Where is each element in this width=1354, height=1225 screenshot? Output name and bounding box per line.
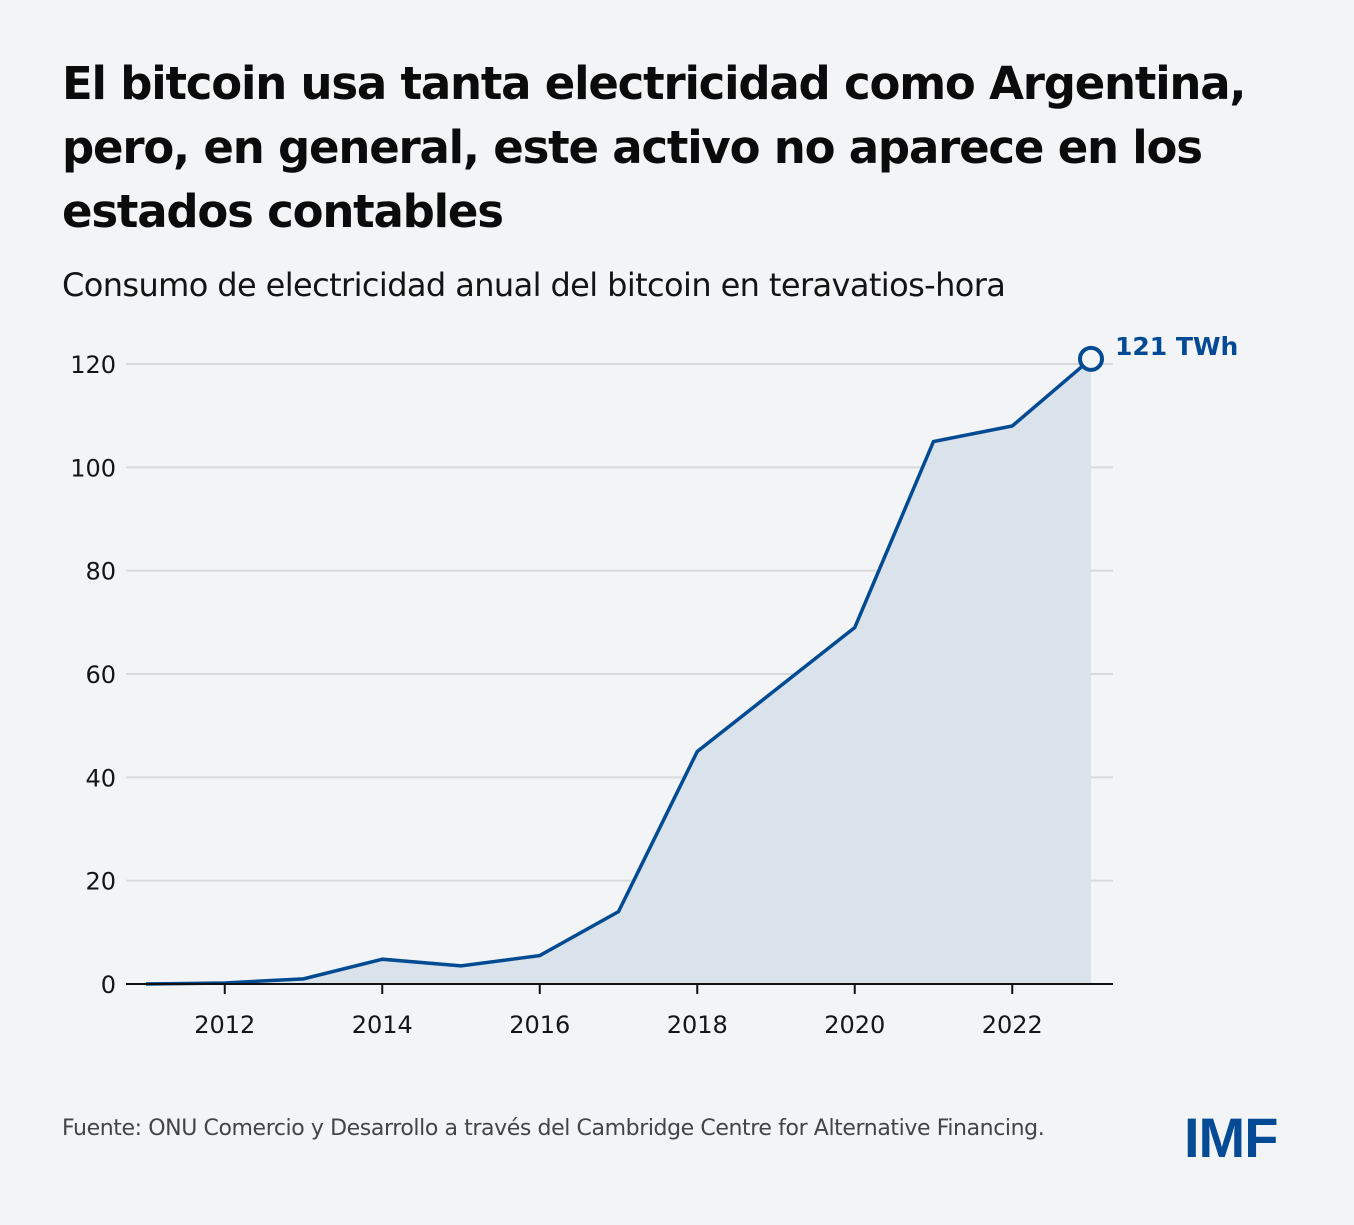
y-tick-label: 0 — [101, 971, 116, 999]
y-axis: 0 20 40 60 80 100 120 — [70, 351, 116, 999]
x-axis: 2012 2014 2016 2018 2020 2022 — [126, 983, 1113, 1039]
y-tick-label: 100 — [70, 454, 116, 482]
x-tick-label: 2012 — [194, 1011, 255, 1039]
y-tick-label: 80 — [85, 558, 116, 586]
y-tick-label: 60 — [85, 661, 116, 689]
x-tick-label: 2016 — [509, 1011, 570, 1039]
series-line — [145, 357, 1093, 986]
chart-subtitle: Consumo de electricidad anual del bitcoi… — [62, 266, 1006, 304]
chart-title: El bitcoin usa tanta electricidad como A… — [62, 57, 1247, 238]
x-tick-label: 2018 — [667, 1011, 728, 1039]
y-tick-label: 20 — [85, 868, 116, 896]
imf-logo: IMF — [1184, 1106, 1278, 1169]
annotation-label: 121 TWh — [1115, 332, 1238, 361]
x-tick-label: 2020 — [824, 1011, 885, 1039]
y-tick-label: 40 — [85, 764, 116, 792]
end-point-marker — [1078, 345, 1104, 372]
source-note: Fuente: ONU Comercio y Desarrollo a trav… — [62, 1116, 1045, 1141]
area-fill — [146, 358, 1091, 984]
x-tick-label: 2022 — [982, 1011, 1043, 1039]
x-tick-label: 2014 — [352, 1011, 413, 1039]
y-tick-label: 120 — [70, 351, 116, 379]
